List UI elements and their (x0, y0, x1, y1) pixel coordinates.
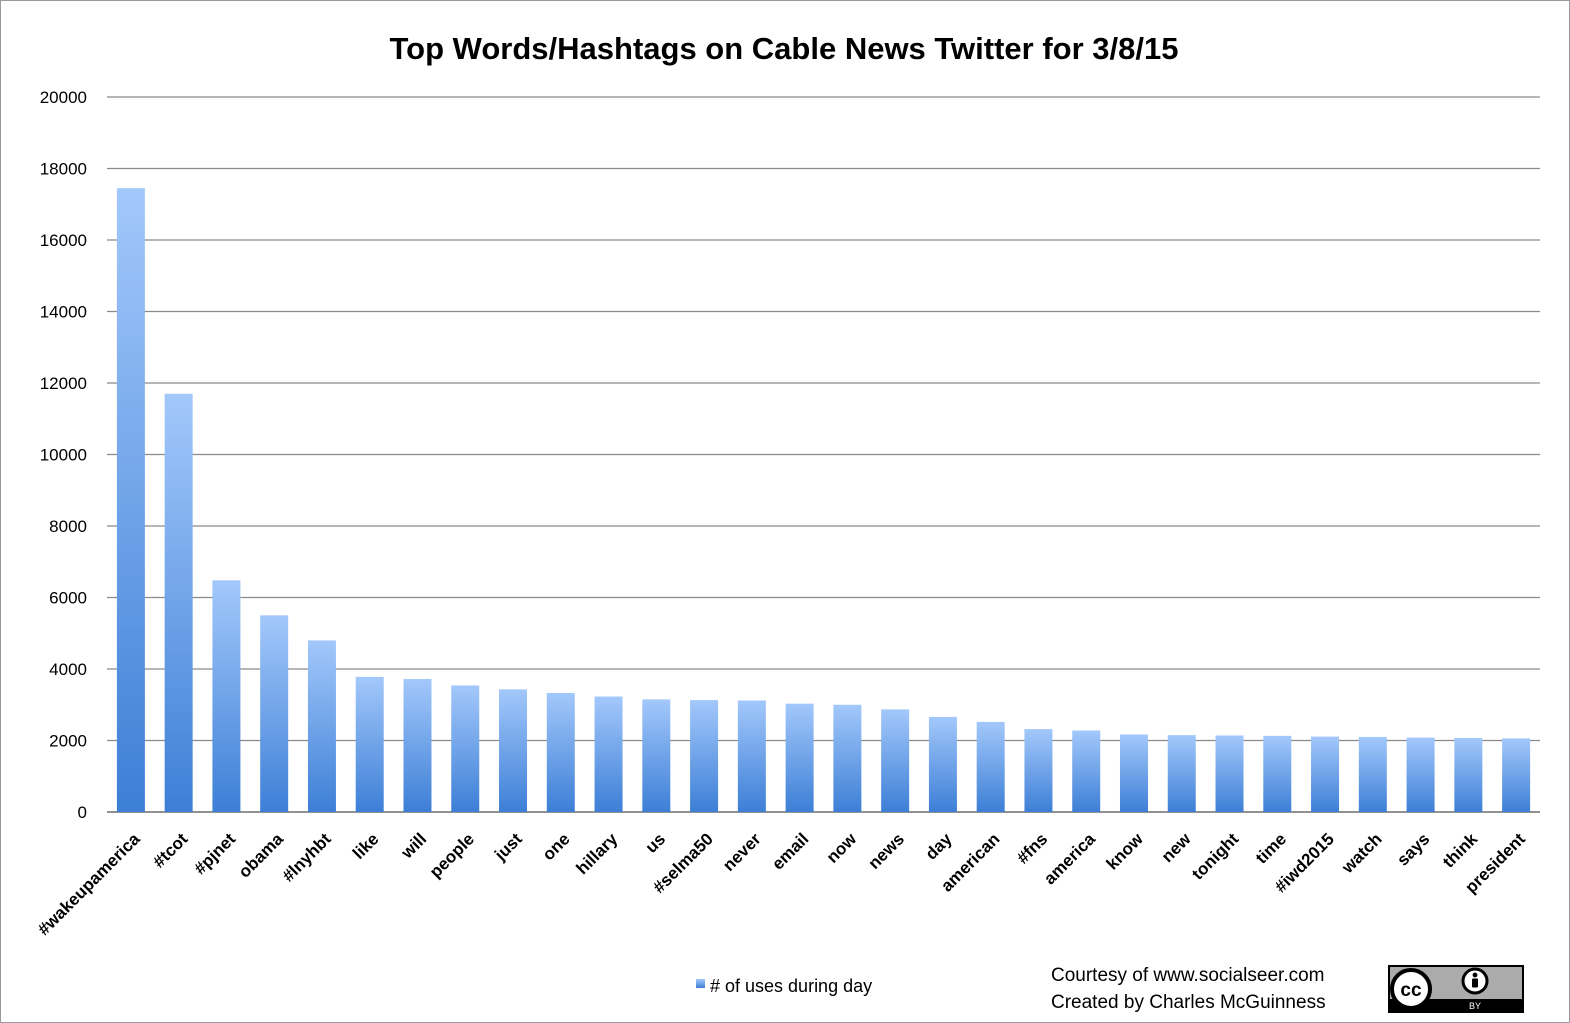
y-tick-label: 16000 (40, 231, 87, 250)
bar (928, 716, 957, 812)
x-category-label: news (864, 829, 908, 873)
x-category-label: one (539, 829, 574, 864)
bar (1024, 729, 1053, 812)
x-category-label: like (349, 829, 382, 862)
bar (976, 721, 1005, 812)
y-tick-label: 12000 (40, 374, 87, 393)
x-category-label: now (823, 829, 861, 867)
chart-title: Top Words/Hashtags on Cable News Twitter… (390, 31, 1179, 66)
x-category-label: tonight (1188, 829, 1242, 883)
x-category-label: hillary (573, 829, 622, 878)
bars (116, 188, 1531, 813)
bar (785, 703, 814, 812)
bar (307, 640, 336, 812)
x-category-label: will (397, 829, 431, 863)
gridlines (107, 96, 1540, 813)
bar (1119, 734, 1148, 812)
x-category-label: #pjnet (190, 829, 239, 878)
bar (1358, 736, 1387, 812)
cc-badge-text: cc (1400, 980, 1422, 1001)
bar (164, 393, 193, 812)
bar (1311, 736, 1340, 812)
bar (1167, 735, 1196, 812)
x-category-label: #wakeupamerica (34, 829, 144, 939)
bar (1406, 737, 1435, 812)
bar (451, 685, 480, 812)
bar (212, 580, 241, 812)
x-category-label: #lnyhbt (279, 829, 335, 885)
y-tick-label: 8000 (49, 517, 87, 536)
bar (355, 676, 384, 812)
bar (1072, 730, 1101, 812)
by-badge-text: BY (1469, 1001, 1481, 1011)
x-category-label: never (719, 829, 765, 875)
bar (546, 692, 575, 812)
cc-by-icon: cc BY (1388, 965, 1524, 1013)
credit-line-1: Courtesy of www.socialseer.com (1051, 965, 1325, 986)
x-category-label: day (922, 829, 957, 864)
y-tick-label: 2000 (49, 732, 87, 751)
x-category-label: new (1158, 829, 1195, 866)
y-tick-label: 14000 (40, 303, 87, 322)
y-tick-label: 18000 (40, 160, 87, 179)
bar (499, 689, 528, 812)
bar (1454, 737, 1483, 812)
bar (1502, 738, 1531, 812)
x-category-label: watch (1337, 829, 1385, 877)
y-tick-label: 10000 (40, 446, 87, 465)
bar (594, 696, 623, 812)
x-category-label: #tcot (149, 829, 191, 871)
x-category-label: think (1439, 829, 1482, 872)
legend-swatch (696, 979, 705, 988)
x-category-label: just (490, 829, 526, 865)
x-category-label: says (1393, 829, 1433, 869)
x-category-label: time (1252, 829, 1290, 867)
x-category-label: america (1040, 829, 1099, 888)
bar (116, 188, 145, 813)
y-axis-ticks: 0 2000 4000 6000 8000 10000 12000 14000 16000 180… (40, 88, 87, 822)
bar (260, 615, 289, 812)
x-category-label: people (426, 829, 478, 881)
y-tick-label: 6000 (49, 589, 87, 608)
bar (737, 700, 766, 812)
bar (833, 704, 862, 812)
bar (881, 709, 910, 812)
credit-line-2: Created by Charles McGuinness (1051, 992, 1326, 1013)
legend-label: # of uses during day (710, 976, 872, 996)
bar (1263, 735, 1292, 812)
x-category-label: email (768, 829, 812, 873)
x-category-label: us (642, 829, 669, 856)
y-tick-label: 4000 (49, 660, 87, 679)
bar (403, 679, 432, 812)
x-category-label: know (1103, 829, 1148, 874)
bar (642, 699, 671, 812)
x-category-label: #fns (1013, 829, 1051, 867)
bar (1215, 735, 1244, 812)
bar (690, 700, 719, 812)
y-tick-label: 0 (78, 803, 87, 822)
y-tick-label: 20000 (40, 88, 87, 107)
